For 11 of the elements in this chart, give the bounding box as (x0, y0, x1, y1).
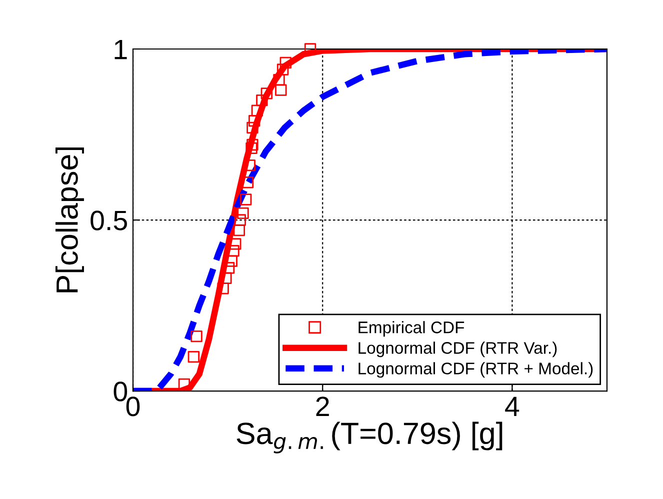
y-axis-title: P[collapse] (55, 147, 84, 292)
x-axis-title: Sa$_{g.m.}$(T=0.79s) [g] (236, 422, 502, 454)
y-tick-label: 1 (114, 40, 127, 60)
x-tick-label: 2 (316, 396, 329, 416)
legend-label: Lognormal CDF (RTR + Model.) (358, 362, 593, 378)
x-tick-label: 4 (505, 396, 520, 416)
legend-label: Lognormal CDF (RTR Var.) (358, 342, 557, 358)
x-tick-label: 0 (126, 396, 140, 416)
y-tick-label: 0 (114, 382, 128, 402)
y-tick-label: 0.5 (90, 210, 127, 230)
legend-label: Empirical CDF (358, 321, 464, 337)
